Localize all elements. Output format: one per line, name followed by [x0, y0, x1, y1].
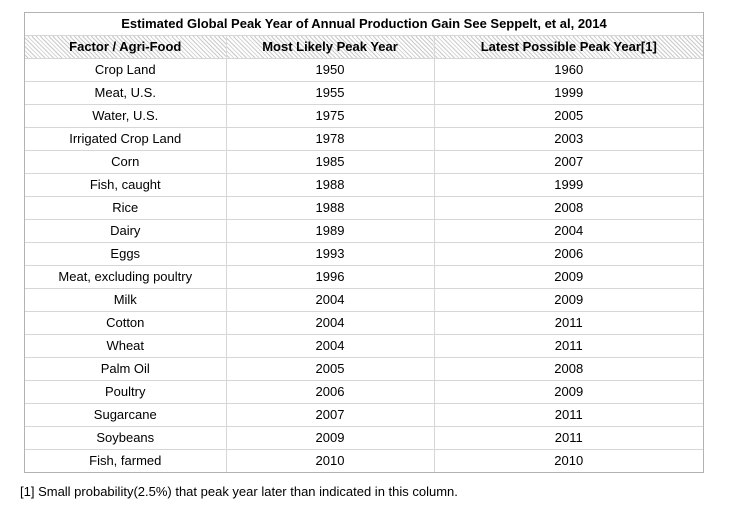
latest-possible-year-cell: 2008: [433, 196, 704, 220]
latest-possible-year-cell: 1999: [433, 173, 704, 197]
table-row: Meat, U.S. 1955 1999: [25, 81, 704, 105]
table-body: Crop Land 1950 1960 Meat, U.S. 1955 1999 Water…: [25, 58, 704, 472]
factor-cell: Palm Oil: [25, 357, 226, 381]
factor-cell: Dairy: [25, 219, 226, 243]
factor-cell: Soybeans: [25, 426, 226, 450]
latest-possible-year-cell: 2009: [433, 288, 704, 312]
most-likely-year-cell: 2010: [225, 449, 434, 472]
table-row: Fish, caught 1988 1999: [25, 173, 704, 197]
column-header-most-likely-peak-year: Most Likely Peak Year: [225, 35, 434, 59]
factor-cell: Fish, farmed: [25, 449, 226, 472]
table-row: Palm Oil 2005 2008: [25, 357, 704, 381]
factor-cell: Cotton: [25, 311, 226, 335]
latest-possible-year-cell: 2011: [433, 426, 704, 450]
table-row: Meat, excluding poultry 1996 2009: [25, 265, 704, 289]
factor-cell: Irrigated Crop Land: [25, 127, 226, 151]
factor-cell: Milk: [25, 288, 226, 312]
most-likely-year-cell: 1955: [225, 81, 434, 105]
peak-year-table: Estimated Global Peak Year of Annual Pro…: [25, 13, 704, 472]
factor-cell: Eggs: [25, 242, 226, 266]
table-row: Fish, farmed 2010 2010: [25, 449, 704, 472]
latest-possible-year-cell: 2004: [433, 219, 704, 243]
factor-cell: Wheat: [25, 334, 226, 358]
latest-possible-year-cell: 1999: [433, 81, 704, 105]
table-row: Water, U.S. 1975 2005: [25, 104, 704, 128]
most-likely-year-cell: 2005: [225, 357, 434, 381]
latest-possible-year-cell: 2008: [433, 357, 704, 381]
latest-possible-year-cell: 2011: [433, 311, 704, 335]
most-likely-year-cell: 1988: [225, 196, 434, 220]
table-title: Estimated Global Peak Year of Annual Pro…: [25, 13, 704, 36]
factor-cell: Meat, excluding poultry: [25, 265, 226, 289]
most-likely-year-cell: 2007: [225, 403, 434, 427]
latest-possible-year-cell: 2010: [433, 449, 704, 472]
table-row: Crop Land 1950 1960: [25, 58, 704, 82]
factor-cell: Meat, U.S.: [25, 81, 226, 105]
factor-cell: Water, U.S.: [25, 104, 226, 128]
factor-cell: Poultry: [25, 380, 226, 404]
table-row: Eggs 1993 2006: [25, 242, 704, 266]
table-row: Wheat 2004 2011: [25, 334, 704, 358]
factor-cell: Crop Land: [25, 58, 226, 82]
table-row: Soybeans 2009 2011: [25, 426, 704, 450]
most-likely-year-cell: 2006: [225, 380, 434, 404]
most-likely-year-cell: 2004: [225, 288, 434, 312]
column-header-latest-possible-peak-year: Latest Possible Peak Year[1]: [433, 35, 704, 59]
factor-cell: Corn: [25, 150, 226, 174]
table-row: Poultry 2006 2009: [25, 380, 704, 404]
column-header-row: Factor / Agri-Food Most Likely Peak Year…: [25, 35, 704, 59]
table-row: Dairy 1989 2004: [25, 219, 704, 243]
factor-cell: Sugarcane: [25, 403, 226, 427]
latest-possible-year-cell: 2005: [433, 104, 704, 128]
factor-cell: Fish, caught: [25, 173, 226, 197]
table-row: Rice 1988 2008: [25, 196, 704, 220]
latest-possible-year-cell: 2011: [433, 403, 704, 427]
most-likely-year-cell: 2004: [225, 334, 434, 358]
peak-year-table-container: Estimated Global Peak Year of Annual Pro…: [24, 12, 704, 473]
most-likely-year-cell: 1975: [225, 104, 434, 128]
latest-possible-year-cell: 2011: [433, 334, 704, 358]
table-row: Corn 1985 2007: [25, 150, 704, 174]
footnote: [1] Small probability(2.5%) that peak ye…: [20, 484, 458, 499]
latest-possible-year-cell: 1960: [433, 58, 704, 82]
most-likely-year-cell: 1978: [225, 127, 434, 151]
table-row: Irrigated Crop Land 1978 2003: [25, 127, 704, 151]
table-row: Milk 2004 2009: [25, 288, 704, 312]
latest-possible-year-cell: 2003: [433, 127, 704, 151]
most-likely-year-cell: 1989: [225, 219, 434, 243]
most-likely-year-cell: 2004: [225, 311, 434, 335]
table-row: Cotton 2004 2011: [25, 311, 704, 335]
latest-possible-year-cell: 2009: [433, 265, 704, 289]
latest-possible-year-cell: 2007: [433, 150, 704, 174]
column-header-factor: Factor / Agri-Food: [25, 35, 226, 59]
most-likely-year-cell: 1985: [225, 150, 434, 174]
most-likely-year-cell: 1988: [225, 173, 434, 197]
most-likely-year-cell: 1993: [225, 242, 434, 266]
table-row: Sugarcane 2007 2011: [25, 403, 704, 427]
most-likely-year-cell: 1996: [225, 265, 434, 289]
factor-cell: Rice: [25, 196, 226, 220]
most-likely-year-cell: 2009: [225, 426, 434, 450]
latest-possible-year-cell: 2006: [433, 242, 704, 266]
most-likely-year-cell: 1950: [225, 58, 434, 82]
table-title-row: Estimated Global Peak Year of Annual Pro…: [25, 13, 704, 36]
latest-possible-year-cell: 2009: [433, 380, 704, 404]
